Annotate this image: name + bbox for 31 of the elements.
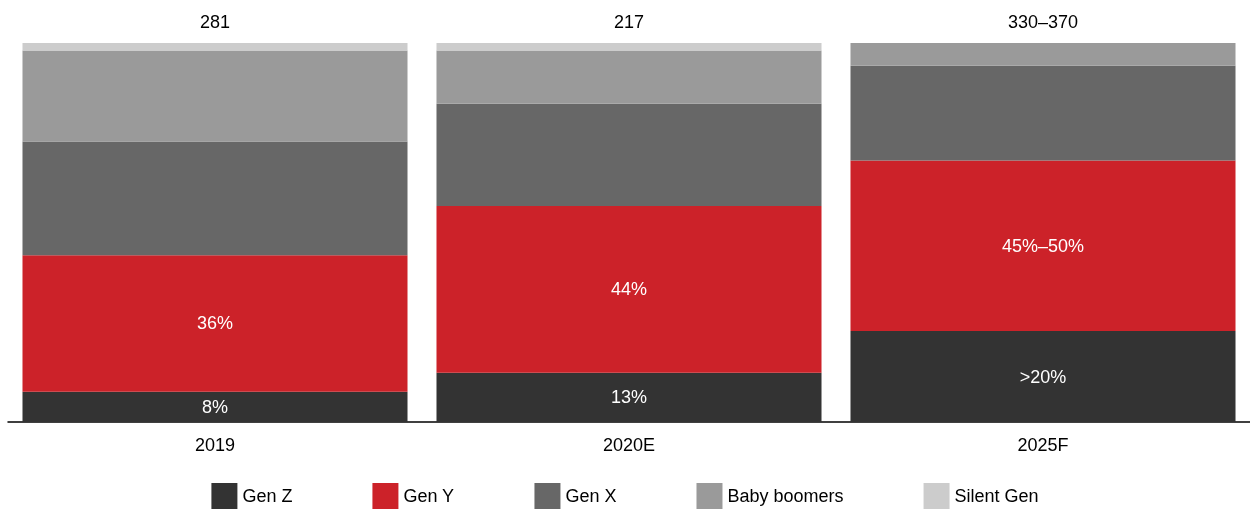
data-label: 45%–50% <box>1001 235 1085 256</box>
bar <box>436 372 822 422</box>
data-label: 44% <box>610 279 648 300</box>
bar <box>850 331 1236 422</box>
bar <box>22 50 408 142</box>
bar <box>850 65 1236 161</box>
x-tick-label: 2019 <box>194 435 236 455</box>
bar <box>22 43 408 51</box>
bar <box>436 205 822 373</box>
x-tick-label: 2025F <box>1017 435 1069 455</box>
legend-label: Gen Z <box>242 486 293 506</box>
bar <box>436 50 822 104</box>
annotation: 330–370 <box>1007 12 1079 32</box>
bar <box>22 255 408 392</box>
data-label: 13% <box>610 387 648 408</box>
legend-label: Gen Y <box>403 486 455 506</box>
bar <box>850 43 1236 66</box>
bar <box>22 141 408 256</box>
annotation: 281 <box>199 12 231 32</box>
legend-label: Silent Gen <box>954 486 1039 506</box>
legend-label: Baby boomers <box>727 486 844 506</box>
bar <box>436 43 822 51</box>
bar <box>436 103 822 206</box>
data-label: 36% <box>196 313 234 334</box>
annotation: 217 <box>613 12 645 32</box>
bar <box>22 391 408 422</box>
data-label: 8% <box>201 396 229 417</box>
x-tick-label: 2020E <box>602 435 656 455</box>
data-label: >20% <box>1019 366 1067 387</box>
legend-label: Gen X <box>565 486 617 506</box>
bar <box>850 160 1236 332</box>
